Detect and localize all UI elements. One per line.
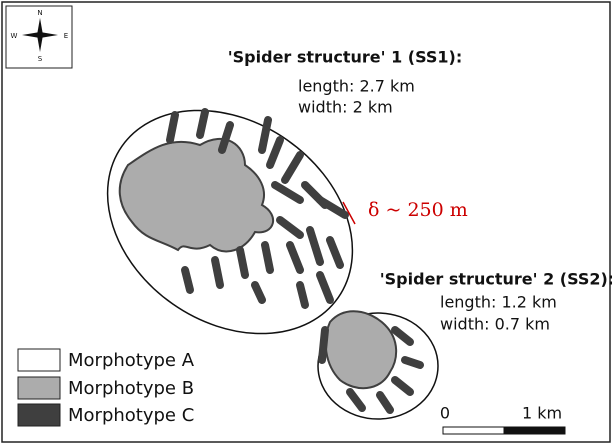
legend-label: Morphotype A [68,350,195,371]
ss2-width: width: 0.7 km [440,315,550,334]
ss1-width: width: 2 km [298,98,393,117]
ss2-core [324,310,398,390]
spacing-arrow [342,201,356,225]
scale-segment [442,426,505,435]
legend-label: Morphotype C [68,405,194,426]
spacing-label: δ ~ 250 m [368,199,468,221]
ss2-length: length: 1.2 km [440,293,557,312]
scale-start: 0 [440,404,450,423]
legend-swatch [17,403,61,427]
compass-n: N [37,9,42,17]
scale-end: 1 km [522,404,562,423]
compass-e: E [64,32,68,40]
ss2-outline [317,312,439,420]
scale-segment [503,426,566,435]
ss1-title: 'Spider structure' 1 (SS1): [228,48,463,67]
ss1-fingers [166,108,349,309]
ss1-length: length: 2.7 km [298,77,415,96]
ss1-core [118,138,274,253]
compass-w: W [11,32,18,40]
legend-label: Morphotype B [68,378,194,399]
compass-s: S [38,55,43,63]
legend-swatch [17,348,61,372]
ss2-fingers [318,326,424,414]
ss1-outline [106,109,354,335]
legend-swatch [17,376,61,400]
ss2-title: 'Spider structure' 2 (SS2): [380,270,612,289]
compass-rose [22,18,58,52]
